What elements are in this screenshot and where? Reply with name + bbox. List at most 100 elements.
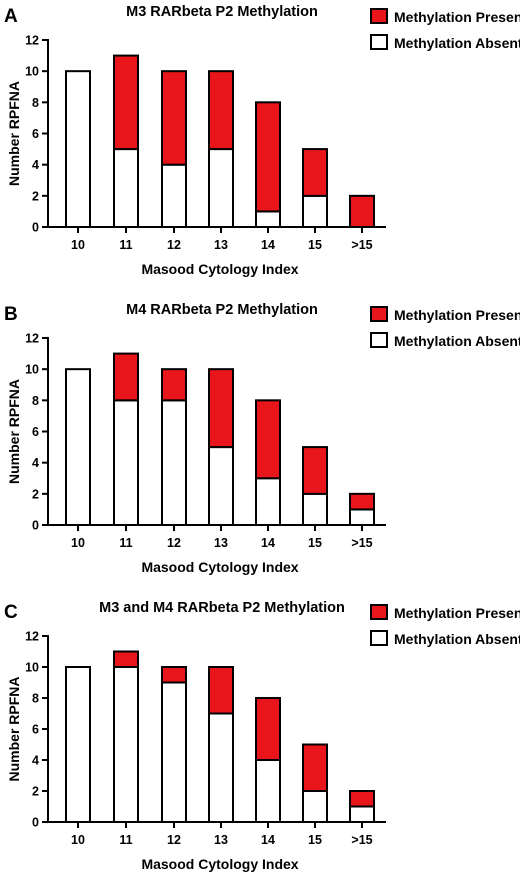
x-tick-label: 15 bbox=[308, 833, 322, 847]
x-tick-label: 13 bbox=[214, 238, 228, 252]
y-tick-label: 6 bbox=[32, 127, 39, 141]
bar-segment-methylation-present bbox=[349, 194, 375, 228]
bar-segment-methylation-absent bbox=[255, 759, 281, 823]
legend-swatch bbox=[370, 630, 388, 646]
y-tick-label: 10 bbox=[25, 661, 39, 675]
x-tick-label: 15 bbox=[308, 536, 322, 550]
bar-segment-methylation-absent bbox=[208, 148, 234, 228]
chart-title: M4 RARbeta P2 Methylation bbox=[126, 302, 318, 318]
bar-segment-methylation-absent bbox=[302, 194, 328, 228]
y-tick-label: 4 bbox=[32, 754, 39, 768]
bar-segment-methylation-present bbox=[255, 697, 281, 761]
y-tick-label: 8 bbox=[32, 96, 39, 110]
x-tick-label: 14 bbox=[261, 833, 275, 847]
legend-swatch bbox=[370, 34, 388, 50]
bar-segment-methylation-present bbox=[208, 368, 234, 449]
bar-segment-methylation-absent bbox=[161, 681, 187, 823]
bar-segment-methylation-present bbox=[208, 666, 234, 715]
bar-segment-methylation-absent bbox=[255, 210, 281, 229]
panel-letter: A bbox=[4, 6, 18, 27]
y-tick-label: 12 bbox=[25, 332, 39, 346]
y-tick-label: 6 bbox=[32, 723, 39, 737]
legend-label: Methylation Absent bbox=[394, 333, 520, 349]
panel-letter: C bbox=[4, 602, 18, 623]
y-axis-label: Number RPFNA bbox=[6, 676, 22, 781]
x-tick-label: 14 bbox=[261, 536, 275, 550]
x-tick-label: 11 bbox=[119, 833, 132, 847]
legend-swatch bbox=[370, 604, 388, 620]
bar-segment-methylation-present bbox=[302, 148, 328, 197]
bar-segment-methylation-present bbox=[113, 54, 139, 151]
x-axis-label: Masood Cytology Index bbox=[141, 261, 298, 277]
x-tick-label: >15 bbox=[351, 833, 372, 847]
bar-segment-methylation-absent bbox=[302, 492, 328, 527]
bar-segment-methylation-absent bbox=[161, 163, 187, 229]
bar-segment-methylation-present bbox=[161, 666, 187, 684]
bar-segment-methylation-present bbox=[349, 492, 375, 511]
bar-segment-methylation-absent bbox=[113, 148, 139, 228]
bar-segment-methylation-absent bbox=[349, 508, 375, 526]
y-tick-label: 8 bbox=[32, 692, 39, 706]
bar-segment-methylation-absent bbox=[113, 666, 139, 823]
y-tick-label: 12 bbox=[25, 630, 39, 644]
x-tick-label: 13 bbox=[214, 536, 228, 550]
y-tick-label: 12 bbox=[25, 34, 39, 48]
legend-swatch bbox=[370, 306, 388, 322]
bar-segment-methylation-absent bbox=[302, 790, 328, 823]
bar-segment-methylation-absent bbox=[208, 712, 234, 823]
y-tick-label: 2 bbox=[32, 785, 39, 799]
x-tick-label: 10 bbox=[71, 238, 85, 252]
x-tick-label: 10 bbox=[71, 833, 85, 847]
panel-letter: B bbox=[4, 304, 18, 325]
bar-segment-methylation-present bbox=[255, 399, 281, 480]
bar-segment-methylation-absent bbox=[349, 805, 375, 823]
y-tick-label: 10 bbox=[25, 65, 39, 79]
bar-segment-methylation-absent bbox=[65, 666, 91, 823]
bar-segment-methylation-absent bbox=[113, 399, 139, 527]
x-tick-label: 11 bbox=[119, 536, 132, 550]
bar-segment-methylation-present bbox=[113, 352, 139, 402]
x-axis-label: Masood Cytology Index bbox=[141, 559, 298, 575]
bar-segment-methylation-present bbox=[161, 368, 187, 402]
legend-swatch bbox=[370, 8, 388, 24]
y-tick-label: 0 bbox=[32, 221, 39, 235]
y-tick-label: 4 bbox=[32, 456, 39, 470]
bar-segment-methylation-absent bbox=[65, 368, 91, 526]
bar-segment-methylation-present bbox=[113, 650, 139, 668]
y-tick-label: 6 bbox=[32, 425, 39, 439]
bar-segment-methylation-absent bbox=[161, 399, 187, 527]
bar-segment-methylation-present bbox=[302, 446, 328, 495]
y-tick-label: 10 bbox=[25, 363, 39, 377]
legend-label: Methylation Absent bbox=[394, 35, 520, 51]
y-tick-label: 8 bbox=[32, 394, 39, 408]
chart-title: M3 RARbeta P2 Methylation bbox=[126, 4, 318, 20]
chart-panel-a: AM3 RARbeta P2 Methylation02468101210564… bbox=[4, 4, 520, 277]
bar-segment-methylation-present bbox=[161, 70, 187, 166]
x-tick-label: 10 bbox=[71, 536, 85, 550]
y-tick-label: 0 bbox=[32, 519, 39, 533]
x-axis-label: Masood Cytology Index bbox=[141, 856, 298, 872]
legend-label: Methylation Present bbox=[394, 307, 520, 323]
bar-segment-methylation-present bbox=[302, 743, 328, 792]
y-tick-label: 2 bbox=[32, 487, 39, 501]
legend-label: Methylation Present bbox=[394, 605, 520, 621]
x-tick-label: 11 bbox=[119, 238, 132, 252]
y-axis-label: Number RPFNA bbox=[6, 379, 22, 484]
bar-segment-methylation-present bbox=[208, 70, 234, 151]
legend-label: Methylation Absent bbox=[394, 631, 520, 647]
y-tick-label: 2 bbox=[32, 189, 39, 203]
bar-segment-methylation-absent bbox=[255, 477, 281, 526]
legend-label: Methylation Present bbox=[394, 9, 520, 25]
chart-title: M3 and M4 RARbeta P2 Methylation bbox=[99, 600, 345, 616]
x-tick-label: 15 bbox=[308, 238, 322, 252]
chart-panel-c: C M3 and M4 RARbeta P2 Methylation 0 2 4 6 8 10… bbox=[4, 600, 520, 872]
x-tick-label: 13 bbox=[214, 833, 228, 847]
y-tick-label: 4 bbox=[32, 158, 39, 172]
y-axis-label: Number RPFNA bbox=[6, 81, 22, 186]
bar-segment-methylation-present bbox=[255, 101, 281, 213]
x-tick-label: 12 bbox=[167, 833, 181, 847]
chart-panel-b: BM4 RARbeta P2 Methylation02468101210838… bbox=[4, 302, 520, 575]
x-tick-label: 14 bbox=[261, 238, 275, 252]
bar-segment-methylation-absent bbox=[65, 70, 91, 228]
